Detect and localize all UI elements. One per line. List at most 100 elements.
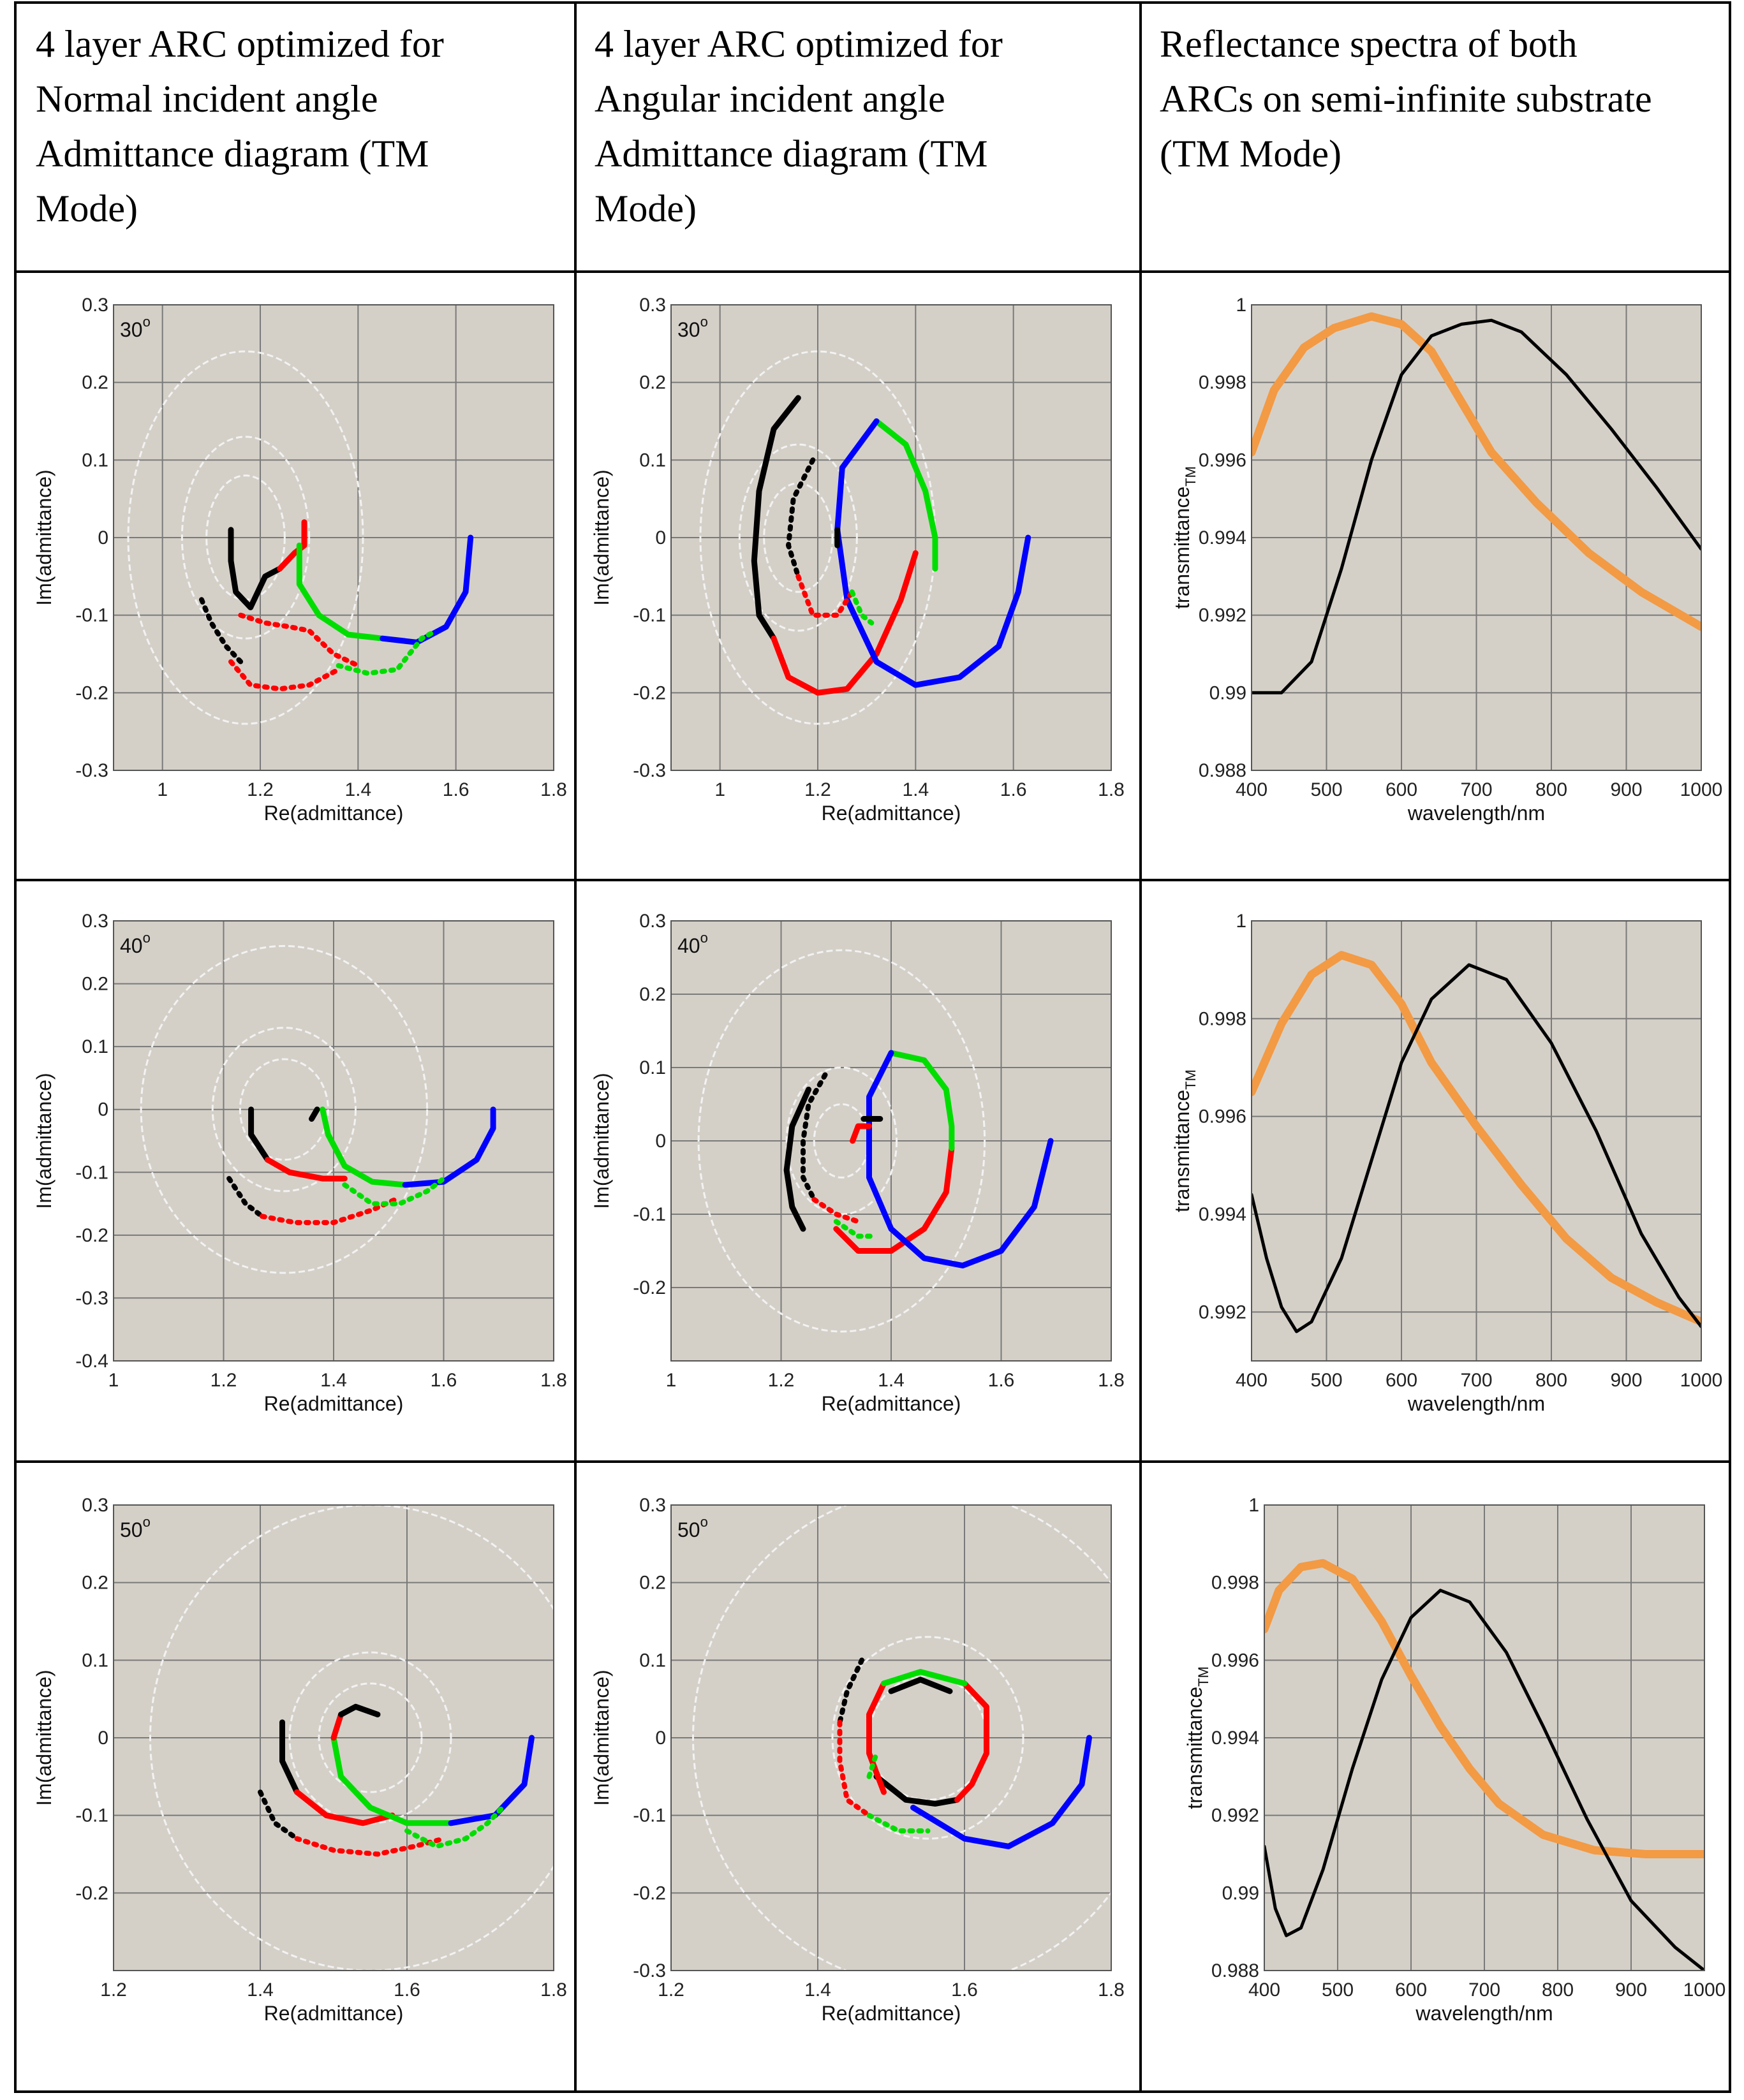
table-border-left (14, 1, 17, 2093)
y-tick-label: 0.3 (639, 911, 666, 932)
series-line (402, 1106, 496, 1188)
x-tick-label: 1.2 (768, 1370, 795, 1391)
iso-reflectance-circle (785, 1066, 898, 1215)
y-tick-label: -0.3 (633, 760, 666, 781)
plot-content (692, 1505, 1111, 1971)
iso-reflectance-circle (697, 949, 986, 1333)
y-tick-label: 0.998 (1211, 1573, 1259, 1594)
y-tick-label: -0.1 (633, 1805, 666, 1826)
series-line (795, 573, 855, 618)
y-axis-label: Im(admittance) (590, 469, 613, 605)
plot-frame (670, 304, 1112, 771)
header-reflectance: Reflectance spectra of both ARCs on semi… (1160, 17, 1721, 181)
x-tick-label: 1.8 (1098, 779, 1125, 800)
y-tick-label: -0.2 (633, 1277, 666, 1298)
iso-reflectance-circle (831, 1636, 1024, 1840)
header-line: Mode) (36, 187, 138, 230)
y-tick-label: 0.2 (82, 1573, 108, 1594)
y-tick-label: 0.1 (639, 450, 666, 471)
y-tick-label: -0.2 (75, 682, 108, 703)
series-line (338, 1703, 381, 1717)
iso-reflectance-circle (211, 1027, 357, 1193)
chart-trans-50: 400 500 600 700 800 900 1000 1 0.998 0.996 0.994 0.… (1183, 1495, 1726, 2025)
y-tick-label: 0 (98, 1728, 108, 1749)
series-line (771, 550, 919, 696)
y-tick-label: -0.3 (75, 1288, 108, 1309)
table-border-bottom (14, 2090, 1731, 2093)
header-normal-arc: 4 layer ARC optimized for Normal inciden… (36, 17, 565, 236)
x-tick-label: 1.4 (804, 1979, 831, 2001)
series-line (834, 527, 1031, 688)
y-tick-label: 0.3 (82, 295, 108, 316)
series-line (801, 1072, 828, 1202)
series-line (238, 612, 361, 668)
series-line (954, 1680, 989, 1803)
series-line (910, 1735, 1092, 1849)
y-tick-label: 0.988 (1211, 1960, 1259, 1981)
iso-reflectance-circle (239, 1058, 329, 1161)
header-line: Admittance diagram (TM (36, 133, 429, 175)
iso-reflectance-circle (181, 436, 311, 640)
y-tick-label: 0.99 (1222, 1883, 1259, 1904)
x-tick-label: 900 (1615, 1979, 1647, 2001)
y-tick-label: 0.992 (1211, 1805, 1259, 1826)
series-line (873, 418, 938, 572)
series-line (296, 542, 386, 642)
x-tick-label: 1 (108, 1370, 119, 1391)
iso-reflectance-circle (318, 1682, 423, 1793)
chart-adm-normal-30: 1 1.2 1.4 1.6 1.8 0.3 0.2 0.1 0 -0.1 -0.2 -0.3 30o Re… (33, 295, 567, 825)
series-line (1252, 951, 1701, 1326)
series-line (259, 1194, 403, 1226)
y-tick-label: 0 (655, 1728, 666, 1749)
x-tick-label: 600 (1386, 1370, 1417, 1391)
x-tick-label: 1.6 (394, 1979, 420, 2001)
y-tick-label: -0.1 (633, 605, 666, 626)
x-tick-label: 1.6 (988, 1370, 1015, 1391)
y-tick-label: 0.994 (1211, 1728, 1259, 1749)
y-tick-label: 0 (655, 527, 666, 548)
header-line: Angular incident angle (595, 78, 945, 120)
header-line: Normal incident angle (36, 78, 378, 120)
x-tick-label: 1.2 (804, 779, 831, 800)
x-tick-label: 1.6 (431, 1370, 457, 1391)
series-line (342, 1176, 447, 1207)
series-line (834, 418, 880, 533)
y-tick-label: 0.2 (639, 984, 666, 1005)
y-axis-label-subscript: TM (1183, 466, 1199, 487)
series-line (873, 1773, 960, 1807)
x-tick-label: 400 (1236, 1370, 1267, 1391)
x-tick-label: 800 (1535, 1370, 1567, 1391)
y-tick-label: -0.3 (633, 1960, 666, 1981)
y-tick-label: -0.2 (633, 1883, 666, 1904)
angle-degree: o (143, 1514, 151, 1530)
series-line (265, 1157, 348, 1182)
iso-reflectance-circle (763, 482, 834, 593)
header-line: Mode) (595, 187, 697, 230)
series-line (888, 1677, 953, 1694)
plot-content (127, 350, 474, 725)
y-tick-label: 0.1 (82, 1650, 108, 1671)
x-tick-label: 1.4 (344, 779, 371, 800)
y-tick-label: 0.2 (82, 974, 108, 995)
x-tick-label: 400 (1236, 779, 1267, 800)
table-border-row1 (14, 270, 1731, 273)
iso-reflectance-circle (738, 443, 858, 632)
x-tick-label: 800 (1542, 1979, 1574, 2001)
x-tick-label: 900 (1610, 1370, 1642, 1391)
y-tick-label: 0.3 (82, 911, 108, 932)
header-line: (TM Mode) (1160, 133, 1341, 175)
x-tick-label: 1.6 (1000, 779, 1027, 800)
x-tick-label: 1.2 (658, 1979, 684, 2001)
y-tick-label: 0.998 (1199, 372, 1246, 393)
series-line (199, 597, 244, 665)
plot-content (149, 1505, 554, 1971)
series-line (294, 1789, 395, 1826)
header-line: ARCs on semi-infinite substrate (1160, 78, 1652, 120)
y-tick-label: -0.2 (75, 1225, 108, 1246)
series-line (1252, 312, 1701, 631)
y-tick-label: 0 (655, 1131, 666, 1152)
series-line (866, 1751, 879, 1779)
x-tick-label: 1000 (1680, 1370, 1723, 1391)
series-line (309, 1106, 320, 1122)
y-tick-label: 0.996 (1199, 1106, 1246, 1127)
